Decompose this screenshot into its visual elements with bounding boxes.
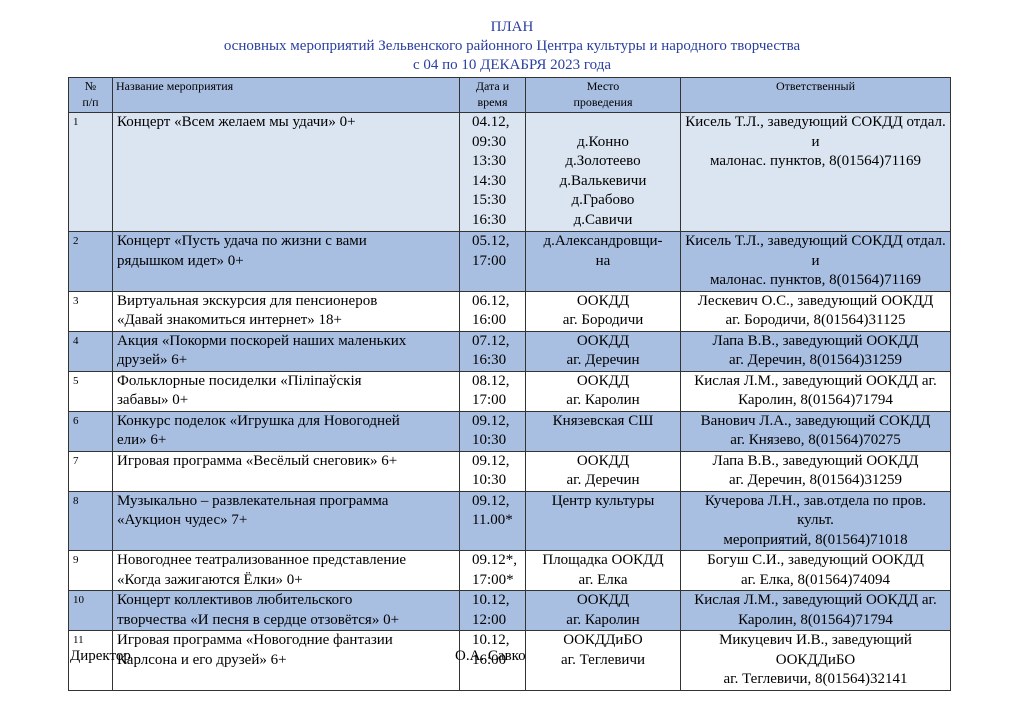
date-time: 07.12, 16:30	[459, 330, 526, 372]
venue: ООКДДиБО аг. Теглевичи	[525, 630, 681, 691]
venue: ООКДД аг. Каролин	[525, 590, 681, 631]
event-name: Виртуальная экскурсия для пенсионеров «Д…	[112, 290, 460, 332]
date-time: 10.12, 12:00	[459, 590, 526, 631]
responsible: Микуцевич И.В., заведующий ООКДДиБО аг. …	[680, 630, 951, 691]
responsible: Богуш С.И., заведующий ООКДД аг. Елка, 8…	[680, 550, 951, 591]
table-row: 3 Виртуальная экскурсия для пенсионеров «…	[68, 290, 951, 332]
responsible: Кисель Т.Л., заведующий СОКДД отдал. и м…	[680, 112, 951, 232]
row-number: 11	[68, 630, 113, 691]
table-row: 7 Игровая программа «Весёлый снеговик» 6+…	[68, 450, 951, 492]
title: ПЛАН	[490, 19, 534, 35]
event-name: Конкурс поделок «Игрушка для Новогодней …	[112, 410, 460, 452]
row-number: 5	[68, 370, 113, 412]
date-time: 09.12*, 17:00*	[459, 550, 526, 591]
event-name: Фольклорные посиделки «Піліпаўскія забав…	[112, 370, 460, 412]
venue: ООКДД аг. Деречин	[525, 330, 681, 372]
date-time: 06.12, 16:00	[459, 290, 526, 332]
column-header: Ответственный	[680, 77, 951, 113]
event-name: Музыкально – развлекательная программа «…	[112, 490, 460, 551]
row-number: 7	[68, 450, 113, 492]
subtitle: основных мероприятий Зельвенского районн…	[223, 38, 801, 54]
venue: ООКДД аг. Каролин	[525, 370, 681, 412]
event-name: Игровая программа «Новогодние фантазии К…	[112, 630, 460, 691]
event-name: Концерт «Всем желаем мы удачи» 0+	[112, 112, 460, 232]
row-number: 6	[68, 410, 113, 452]
date-time: 04.12, 09:30 13:30 14:30 15:30 16:30	[459, 112, 526, 232]
responsible: Лапа В.В., заведующий ООКДД аг. Деречин,…	[680, 450, 951, 492]
date-time: 05.12, 17:00	[459, 231, 526, 292]
row-number: 3	[68, 290, 113, 332]
date-time: 08.12, 17:00	[459, 370, 526, 412]
footer-signature: О.А. Савко	[455, 648, 526, 664]
responsible: Ванович Л.А., заведующий СОКДД аг. Князе…	[680, 410, 951, 452]
row-number: 2	[68, 231, 113, 292]
table-row: 8 Музыкально – развлекательная программа …	[68, 490, 951, 551]
table-row: 10 Концерт коллективов любительского твор…	[68, 590, 951, 631]
table-row: 5 Фольклорные посиделки «Піліпаўскія заба…	[68, 370, 951, 412]
responsible: Кучерова Л.Н., зав.отдела по пров. культ…	[680, 490, 951, 551]
table-row: 1 Концерт «Всем желаем мы удачи» 0+ 04.12,…	[68, 112, 951, 232]
table-row: 2 Концерт «Пусть удача по жизни с вами ря…	[68, 231, 951, 292]
responsible: Лапа В.В., заведующий ООКДД аг. Деречин,…	[680, 330, 951, 372]
footer-position: Директор	[70, 648, 131, 664]
row-number: 1	[68, 112, 113, 232]
header-row: № п/п Название мероприятия Дата и время Мес…	[68, 77, 951, 113]
table-row: 4 Акция «Покорми поскорей наших маленьких…	[68, 330, 951, 372]
venue: Площадка ООКДД аг. Елка	[525, 550, 681, 591]
date-time: 09.12, 10:30	[459, 450, 526, 492]
responsible: Кислая Л.М., заведующий ООКДД аг. Кароли…	[680, 590, 951, 631]
column-header: № п/п	[68, 77, 113, 113]
table-row: 9 Новогоднее театрализованное представлен…	[68, 550, 951, 591]
column-header: Название мероприятия	[112, 77, 460, 113]
event-name: Концерт «Пусть удача по жизни с вами ряд…	[112, 231, 460, 292]
event-name: Игровая программа «Весёлый снеговик» 6+	[112, 450, 460, 492]
venue: Князевская СШ	[525, 410, 681, 452]
venue: ООКДД аг. Деречин	[525, 450, 681, 492]
row-number: 10	[68, 590, 113, 631]
column-header: Дата и время	[459, 77, 526, 113]
row-number: 4	[68, 330, 113, 372]
row-number: 9	[68, 550, 113, 591]
table-row: 6 Конкурс поделок «Игрушка для Новогодней…	[68, 410, 951, 452]
row-number: 8	[68, 490, 113, 551]
responsible: Кисель Т.Л., заведующий СОКДД отдал. и м…	[680, 231, 951, 292]
period: с 04 по 10 ДЕКАБРЯ 2023 года	[412, 57, 612, 73]
venue: д.Александровщи- на	[525, 231, 681, 292]
event-name: Акция «Покорми поскорей наших маленьких …	[112, 330, 460, 372]
responsible: Лескевич О.С., заведующий ООКДД аг. Боро…	[680, 290, 951, 332]
event-name: Концерт коллективов любительского творче…	[112, 590, 460, 631]
events-table: № п/п Название мероприятия Дата и время Мес…	[68, 77, 951, 691]
responsible: Кислая Л.М., заведующий ООКДД аг. Кароли…	[680, 370, 951, 412]
event-name: Новогоднее театрализованное представлени…	[112, 550, 460, 591]
table-row: 11 Игровая программа «Новогодние фантазии…	[68, 630, 951, 691]
date-time: 09.12, 11.00*	[459, 490, 526, 551]
date-time: 09.12, 10:30	[459, 410, 526, 452]
venue: Центр культуры	[525, 490, 681, 551]
column-header: Место проведения	[525, 77, 681, 113]
venue: ООКДД аг. Бородичи	[525, 290, 681, 332]
venue: д.Конно д.Золотеево д.Валькевичи д.Грабо…	[525, 112, 681, 232]
